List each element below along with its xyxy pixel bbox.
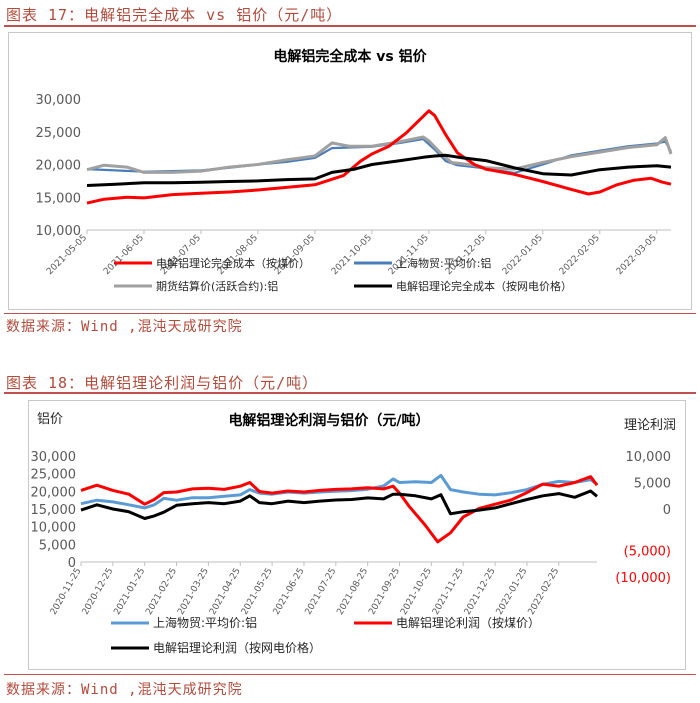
figure2-top-rule xyxy=(4,392,696,394)
chart2-left-ytick-label: 5,000 xyxy=(39,538,76,553)
chart2-xtick-label: 2021-03-25 xyxy=(176,567,211,617)
chart2-left-ytick-label: 30,000 xyxy=(31,450,77,465)
chart1-title: 电解铝完全成本 vs 铝价 xyxy=(273,48,427,65)
chart2-xtick-label: 2021-01-25 xyxy=(112,567,147,617)
chart1-xtick-label: 2021-09-05 xyxy=(273,233,317,277)
figure1-source: 数据来源：Wind ,混沌天成研究院 xyxy=(6,319,243,335)
chart2-legend-label: 上海物贸:平均价:铝 xyxy=(153,615,257,630)
chart2-xtick-label: 2021-06-25 xyxy=(272,567,307,617)
chart2-title: 电解铝理论利润与铝价（元/吨） xyxy=(228,412,429,429)
chart1-xtick-label: 2021-07-05 xyxy=(159,233,203,277)
chart2-left-ytick-label: 15,000 xyxy=(31,503,77,518)
chart1-xtick-label: 2021-11-05 xyxy=(387,233,431,277)
figure2-source: 数据来源：Wind ,混沌天成研究院 xyxy=(6,682,243,698)
chart2-xtick-label: 2021-10-25 xyxy=(399,567,434,617)
chart1-series-line-2 xyxy=(86,135,673,174)
figure1-caption: 图表 17：电解铝完全成本 vs 铝价（元/吨） xyxy=(6,6,343,24)
chart1-series-line-3 xyxy=(86,153,672,187)
chart1-legend-label: 电解铝理论完全成本（按网电价格） xyxy=(396,279,572,293)
chart2-xtick-label: 2021-12-25 xyxy=(463,567,498,617)
chart1-series-line-0 xyxy=(86,109,672,205)
chart1-xtick-label: 2021-05-05 xyxy=(45,233,89,277)
chart2-xtick-label: 2022-01-25 xyxy=(495,567,530,617)
chart2-xtick-label: 2020-11-25 xyxy=(49,567,84,617)
chart1-ytick-label: 25,000 xyxy=(36,126,82,141)
chart2-xtick-label: 2021-02-25 xyxy=(144,567,179,617)
chart2-xtick-label: 2021-11-25 xyxy=(431,567,466,617)
chart2-legend-label: 电解铝理论利润（按网电价格） xyxy=(153,640,321,655)
chart2-right-ytick-label: 5,000 xyxy=(634,477,671,492)
chart2-right-axis-label: 理论利润 xyxy=(624,418,676,433)
chart2-xtick-label: 2021-04-25 xyxy=(208,567,243,617)
chart2-left-axis-label: 铝价 xyxy=(37,412,63,427)
chart2-xtick-label: 2021-07-25 xyxy=(304,567,339,617)
chart2-right-ytick-label: (5,000) xyxy=(624,545,671,560)
chart2-series-line-2 xyxy=(80,489,598,520)
chart1-xtick-label: 2021-08-05 xyxy=(216,233,260,277)
chart2-frame: 电解铝理论利润与铝价（元/吨） 铝价 理论利润 0 5,000 10,000 15,000 2… xyxy=(28,400,686,670)
chart1-legend-label: 电解铝理论完全成本（按煤价） xyxy=(156,256,310,270)
chart1-xtick-label: 2022-03-05 xyxy=(615,233,659,277)
chart1-legend-label: 上海物贸:平均价:铝 xyxy=(396,256,491,270)
chart1-frame: 电解铝完全成本 vs 铝价 10,000 15,000 20,000 25,000 30,… xyxy=(8,32,692,310)
chart1-ytick-label: 10,000 xyxy=(36,224,82,239)
chart2-left-ytick-label: 25,000 xyxy=(31,468,77,483)
chart2-series-line-1 xyxy=(80,475,599,544)
figure1-top-rule xyxy=(4,25,696,27)
chart1-xtick-label: 2021-06-05 xyxy=(102,233,146,277)
chart2-xtick-label: 2021-05-25 xyxy=(240,567,275,617)
chart1-svg: 电解铝完全成本 vs 铝价 10,000 15,000 20,000 25,000 30,… xyxy=(36,48,673,293)
chart2-xtick-label: 2022-02-25 xyxy=(527,567,562,617)
chart1-ytick-label: 30,000 xyxy=(36,93,82,108)
figure2-caption: 图表 18：电解铝理论利润与铝价（元/吨） xyxy=(6,374,319,392)
chart2-left-ytick-label: 0 xyxy=(68,556,76,571)
chart2-left-ytick-label: 10,000 xyxy=(31,521,77,536)
chart2-xtick-label: 2021-09-25 xyxy=(367,567,402,617)
chart2-svg: 电解铝理论利润与铝价（元/吨） 铝价 理论利润 0 5,000 10,000 15,000 2… xyxy=(31,412,677,655)
chart1-legend-label: 期货结算价(活跃合约):铝 xyxy=(156,279,278,293)
figure1-bottom-rule xyxy=(4,313,696,314)
chart1-ytick-label: 20,000 xyxy=(36,159,82,174)
chart1-ytick-label: 15,000 xyxy=(36,191,82,206)
chart2-series-line-0 xyxy=(80,473,598,510)
chart2-left-ytick-label: 20,000 xyxy=(31,485,77,500)
chart2-right-ytick-label: 0 xyxy=(663,503,671,518)
chart2-xtick-label: 2021-08-25 xyxy=(335,567,370,617)
chart1-xtick-label: 2021-10-05 xyxy=(330,233,374,277)
chart2-right-ytick-label: 10,000 xyxy=(626,450,672,465)
figure2-bottom-rule xyxy=(4,674,696,675)
chart2-right-ytick-label: (10,000) xyxy=(615,571,671,586)
chart1-xtick-label: 2021-12-05 xyxy=(444,233,488,277)
chart1-xtick-label: 2022-01-05 xyxy=(501,233,545,277)
chart1-xtick-label: 2022-02-05 xyxy=(558,233,602,277)
chart2-xtick-label: 2020-12-25 xyxy=(81,567,116,617)
chart2-legend-label: 电解铝理论利润（按煤价） xyxy=(396,615,540,630)
